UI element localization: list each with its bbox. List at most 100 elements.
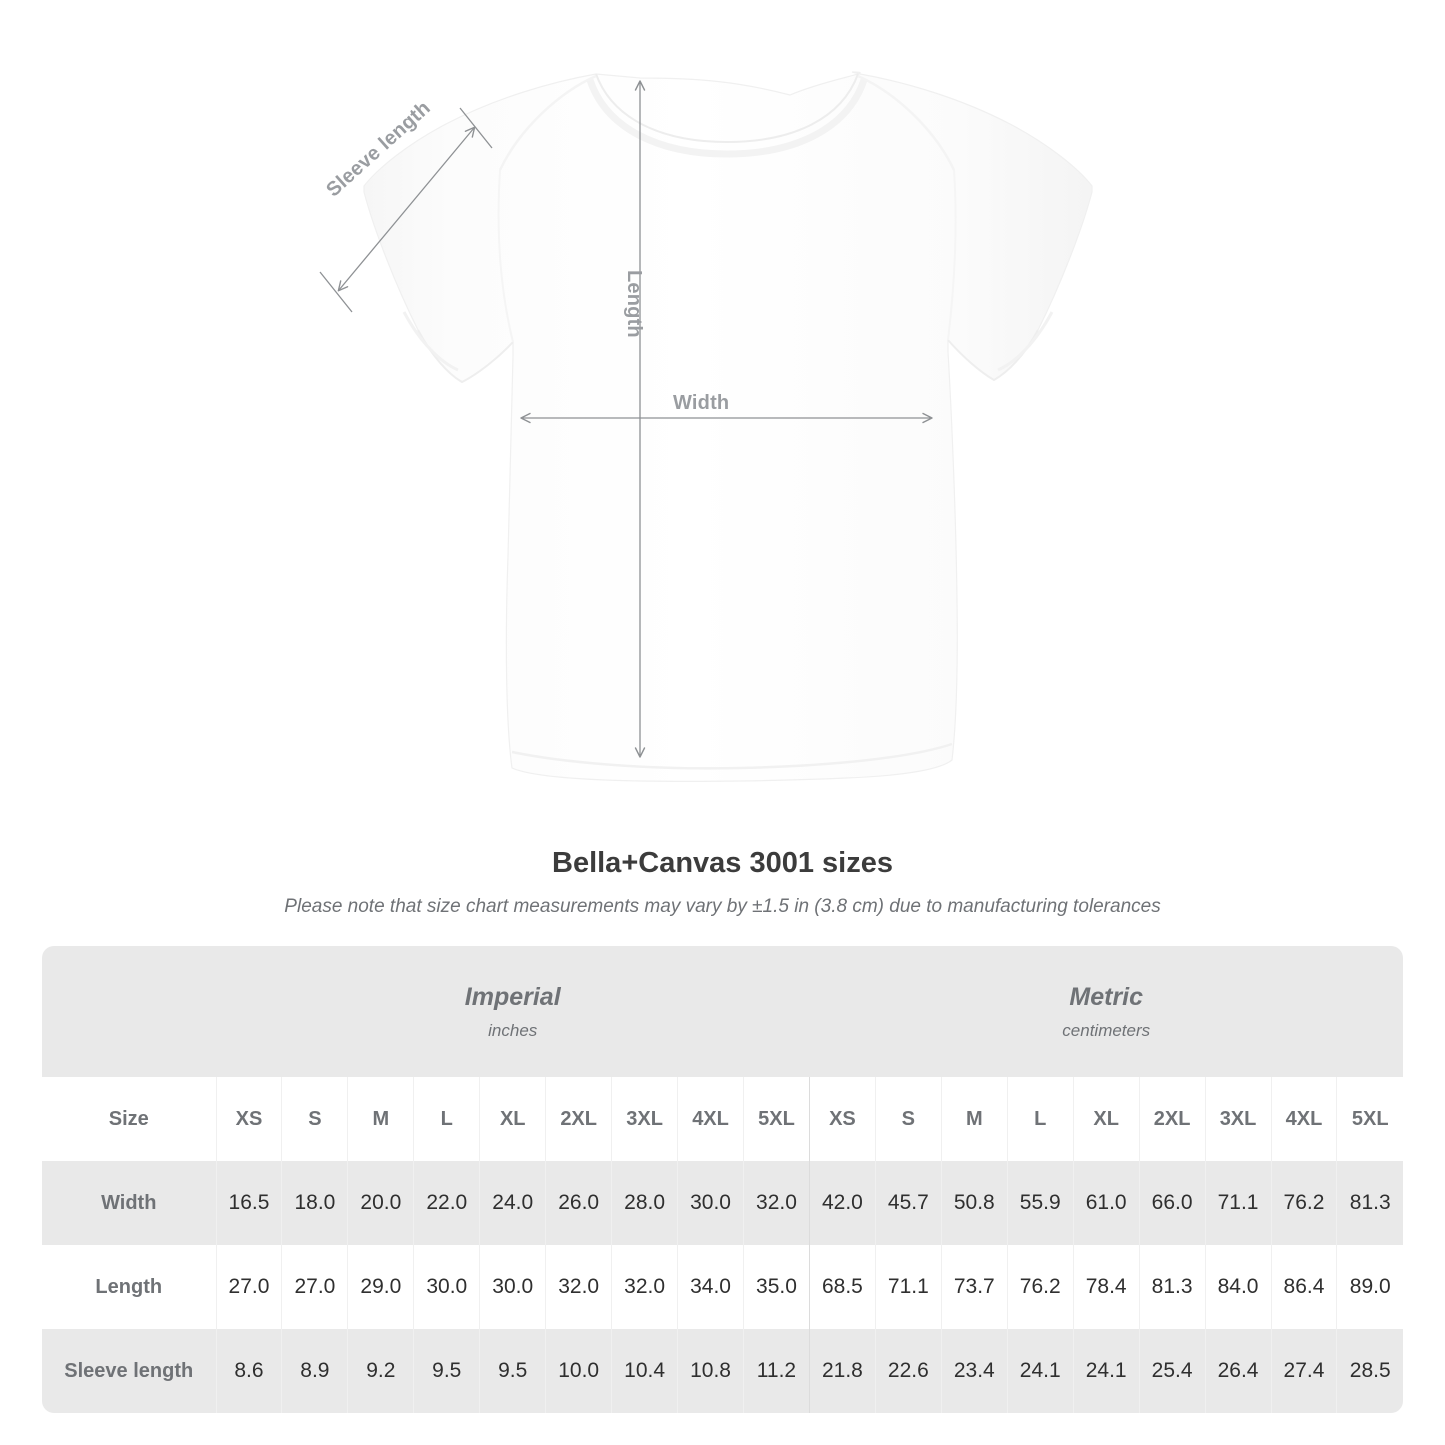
cell-sleeve-length-metric-4xl: 27.4	[1270, 1329, 1337, 1413]
cell-width-metric-m: 50.8	[940, 1161, 1008, 1245]
column-header-s-imperial: S	[281, 1077, 348, 1161]
cell-length-metric-4xl: 86.4	[1270, 1245, 1337, 1329]
dimension-lines	[319, 80, 933, 758]
row-header-sleeve-length: Sleeve length	[42, 1329, 216, 1413]
cell-sleeve-length-metric-l: 24.1	[1006, 1329, 1074, 1413]
size-chart-table-wrapper: Imperial inches Metric centimeters Size XS S M L…	[42, 946, 1403, 1416]
cell-length-metric-2xl: 81.3	[1138, 1245, 1206, 1329]
cell-length-imperial-xl: 30.0	[479, 1245, 546, 1329]
cell-width-imperial-xs: 16.5	[215, 1161, 282, 1245]
cell-width-imperial-3xl: 28.0	[611, 1161, 678, 1245]
column-header-l-metric: L	[1006, 1077, 1074, 1161]
cell-length-metric-xl: 78.4	[1072, 1245, 1140, 1329]
column-header-m-imperial: M	[347, 1077, 414, 1161]
table-row: Length 27.0 27.0 29.0 30.0 30.0 32.0 32.0 34.0 35…	[42, 1245, 1403, 1329]
column-header-s-metric: S	[874, 1077, 942, 1161]
cell-width-imperial-l: 22.0	[413, 1161, 480, 1245]
row-header-width: Width	[42, 1161, 216, 1245]
column-header-xl-metric: XL	[1072, 1077, 1140, 1161]
column-header-5xl-imperial: 5XL	[743, 1077, 810, 1161]
cell-width-metric-s: 45.7	[874, 1161, 942, 1245]
cell-sleeve-length-imperial-3xl: 10.4	[611, 1329, 678, 1413]
tshirt-illustration	[319, 71, 1093, 782]
cell-sleeve-length-metric-5xl: 28.5	[1336, 1329, 1403, 1413]
table-row: Width 16.5 18.0 20.0 22.0 24.0 26.0 28.0 30.0 32.…	[42, 1161, 1403, 1245]
cell-sleeve-length-metric-xl: 24.1	[1072, 1329, 1140, 1413]
cell-width-imperial-2xl: 26.0	[545, 1161, 612, 1245]
cell-sleeve-length-imperial-l: 9.5	[413, 1329, 480, 1413]
column-header-m-metric: M	[940, 1077, 1008, 1161]
tolerance-note: Please note that size chart measurements…	[284, 896, 1161, 917]
table-row: Sleeve length 8.6 8.9 9.2 9.5 9.5 10.0 10.4 10.8…	[42, 1329, 1403, 1413]
width-label: Width	[673, 392, 730, 414]
cell-width-imperial-s: 18.0	[281, 1161, 348, 1245]
cell-width-metric-3xl: 71.1	[1204, 1161, 1271, 1245]
sleeve-dimension-arrow	[337, 126, 476, 292]
column-header-xs-metric: XS	[808, 1077, 876, 1161]
sleeve-tick-lower	[319, 271, 353, 313]
cell-length-metric-m: 73.7	[940, 1245, 1008, 1329]
column-header-5xl-metric: 5XL	[1336, 1077, 1403, 1161]
column-header-2xl-metric: 2XL	[1138, 1077, 1206, 1161]
tshirt-diagram: Sleeve length Length Width	[319, 71, 1093, 782]
cell-width-metric-l: 55.9	[1006, 1161, 1074, 1245]
column-header-size: Size	[42, 1077, 216, 1161]
tshirt-shape	[363, 71, 1093, 782]
page-title: Bella+Canvas 3001 sizes	[552, 847, 893, 879]
cell-length-imperial-5xl: 35.0	[743, 1245, 810, 1329]
column-header-xs-imperial: XS	[215, 1077, 282, 1161]
cell-length-imperial-3xl: 32.0	[611, 1245, 678, 1329]
cell-sleeve-length-imperial-xl: 9.5	[479, 1329, 546, 1413]
cell-length-imperial-l: 30.0	[413, 1245, 480, 1329]
sleeve-tick-upper	[459, 107, 493, 149]
banner-spacer	[42, 946, 216, 1077]
caption-block: Bella+Canvas 3001 sizes Please note that…	[0, 845, 1445, 919]
column-header-2xl-imperial: 2XL	[545, 1077, 612, 1161]
table-header-row: Size XS S M L XL 2XL 3XL 4XL 5XL XS S M L XL 2XL 3XL 4XL 5…	[42, 1077, 1403, 1161]
cell-length-imperial-s: 27.0	[281, 1245, 348, 1329]
cell-width-metric-xl: 61.0	[1072, 1161, 1140, 1245]
unit-group-header-metric: Metric centimeters	[809, 946, 1403, 1077]
unit-group-header-imperial: Imperial inches	[216, 946, 810, 1077]
column-header-l-imperial: L	[413, 1077, 480, 1161]
cell-length-metric-s: 71.1	[874, 1245, 942, 1329]
cell-width-metric-4xl: 76.2	[1270, 1161, 1337, 1245]
cell-length-imperial-m: 29.0	[347, 1245, 414, 1329]
length-label: Length	[623, 270, 645, 338]
cell-length-metric-l: 76.2	[1006, 1245, 1074, 1329]
cell-sleeve-length-imperial-xs: 8.6	[215, 1329, 282, 1413]
cell-length-imperial-4xl: 34.0	[677, 1245, 744, 1329]
column-header-3xl-metric: 3XL	[1204, 1077, 1271, 1161]
cell-sleeve-length-metric-2xl: 25.4	[1138, 1329, 1206, 1413]
cell-width-metric-2xl: 66.0	[1138, 1161, 1206, 1245]
column-header-xl-imperial: XL	[479, 1077, 546, 1161]
unit-group-name: Metric	[1069, 982, 1144, 1011]
cell-width-metric-5xl: 81.3	[1336, 1161, 1403, 1245]
cell-width-imperial-xl: 24.0	[479, 1161, 546, 1245]
cell-length-metric-xs: 68.5	[808, 1245, 876, 1329]
cell-length-imperial-2xl: 32.0	[545, 1245, 612, 1329]
cell-sleeve-length-imperial-m: 9.2	[347, 1329, 414, 1413]
column-header-4xl-metric: 4XL	[1270, 1077, 1337, 1161]
cell-width-imperial-5xl: 32.0	[743, 1161, 810, 1245]
unit-banner-row: Imperial inches Metric centimeters	[42, 946, 1403, 1077]
cell-sleeve-length-metric-xs: 21.8	[808, 1329, 876, 1413]
cell-length-metric-3xl: 84.0	[1204, 1245, 1271, 1329]
cell-length-metric-5xl: 89.0	[1336, 1245, 1403, 1329]
unit-group-subtitle: inches	[488, 1020, 538, 1040]
cell-width-metric-xs: 42.0	[808, 1161, 876, 1245]
column-header-4xl-imperial: 4XL	[677, 1077, 744, 1161]
row-header-length: Length	[42, 1245, 216, 1329]
cell-sleeve-length-metric-3xl: 26.4	[1204, 1329, 1271, 1413]
cell-sleeve-length-imperial-5xl: 11.2	[743, 1329, 810, 1413]
cell-sleeve-length-imperial-s: 8.9	[281, 1329, 348, 1413]
cell-sleeve-length-imperial-4xl: 10.8	[677, 1329, 744, 1413]
cell-sleeve-length-metric-s: 22.6	[874, 1329, 942, 1413]
unit-group-name: Imperial	[464, 982, 561, 1011]
column-header-3xl-imperial: 3XL	[611, 1077, 678, 1161]
unit-group-subtitle: centimeters	[1062, 1020, 1151, 1040]
cell-length-imperial-xs: 27.0	[215, 1245, 282, 1329]
cell-sleeve-length-metric-m: 23.4	[940, 1329, 1008, 1413]
cell-sleeve-length-imperial-2xl: 10.0	[545, 1329, 612, 1413]
cell-width-imperial-m: 20.0	[347, 1161, 414, 1245]
